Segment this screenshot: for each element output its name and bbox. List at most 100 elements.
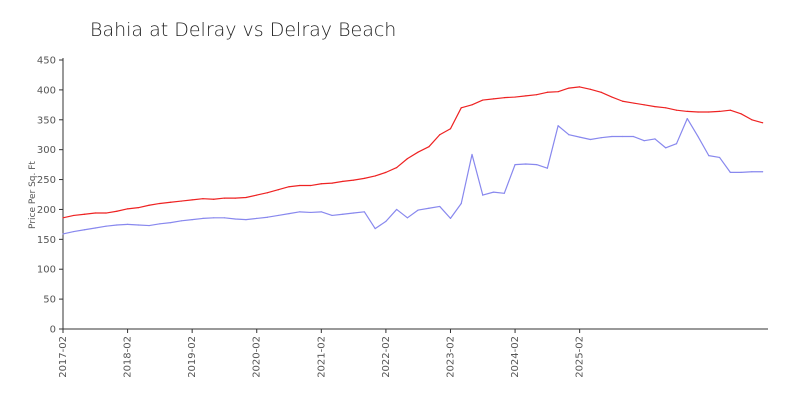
series-layer	[62, 86, 764, 235]
data-point	[83, 229, 86, 231]
data-point	[73, 230, 75, 233]
data-point	[180, 220, 182, 222]
data-point	[62, 233, 64, 235]
data-point	[654, 106, 656, 108]
data-point	[256, 217, 258, 220]
data-point	[579, 136, 581, 138]
x-tick-label: 2019-02	[187, 336, 198, 378]
data-point	[62, 217, 64, 219]
data-point	[439, 205, 441, 208]
data-point	[213, 217, 215, 219]
data-point	[471, 104, 473, 106]
x-tick-label: 2024-02	[510, 336, 521, 378]
y-tick-label: 300	[37, 145, 56, 156]
data-point	[471, 153, 473, 156]
data-point	[331, 214, 333, 217]
data-point	[492, 191, 495, 193]
data-point	[525, 95, 527, 97]
data-point	[170, 222, 172, 224]
data-point	[600, 91, 602, 93]
data-point	[675, 109, 678, 111]
data-point	[740, 171, 742, 173]
data-point	[697, 135, 699, 138]
data-point	[116, 210, 118, 212]
data-point	[256, 194, 258, 196]
data-point	[492, 98, 495, 100]
data-point	[686, 110, 688, 113]
data-point	[266, 216, 269, 218]
data-point	[406, 217, 409, 219]
data-point	[449, 128, 452, 130]
data-point	[482, 99, 484, 101]
data-point	[503, 97, 505, 99]
data-point	[266, 192, 269, 194]
data-point	[202, 198, 204, 200]
x-tick-label: 2023-02	[445, 336, 456, 378]
y-tick-label: 0	[50, 325, 56, 336]
data-point	[600, 137, 602, 139]
data-point	[708, 111, 710, 113]
data-point	[622, 100, 624, 102]
y-tick-label: 100	[37, 265, 56, 276]
data-point	[751, 171, 753, 173]
data-point	[223, 217, 226, 219]
data-point	[385, 171, 387, 173]
data-point	[708, 155, 710, 157]
data-point	[762, 171, 764, 173]
data-point	[589, 138, 592, 141]
data-point	[460, 202, 462, 205]
data-point	[686, 117, 688, 120]
data-point	[277, 214, 279, 217]
data-point	[288, 186, 290, 188]
data-point	[439, 134, 441, 136]
data-point	[353, 212, 355, 214]
data-point	[137, 224, 139, 226]
data-point	[449, 217, 452, 220]
data-point	[245, 196, 247, 199]
series-line	[62, 86, 763, 219]
data-point	[374, 175, 376, 177]
data-point	[611, 96, 613, 98]
data-point	[94, 227, 96, 229]
data-point	[342, 180, 344, 182]
data-point	[740, 113, 742, 115]
data-point	[632, 135, 635, 138]
data-point	[751, 119, 753, 121]
data-point	[299, 184, 301, 187]
y-tick-label: 200	[37, 205, 56, 216]
data-point	[568, 134, 570, 136]
data-point	[697, 111, 699, 113]
data-point	[342, 213, 344, 215]
data-point	[665, 147, 667, 149]
data-point	[675, 143, 678, 145]
data-point	[762, 122, 764, 124]
data-point	[514, 96, 516, 98]
data-point	[148, 204, 150, 206]
data-point	[223, 197, 226, 199]
data-point	[191, 219, 193, 221]
data-point	[406, 158, 409, 160]
y-axis: 0 50 100 150 200 250 300 350 400 450	[37, 56, 64, 336]
x-tick-label: 2020-02	[252, 336, 263, 378]
data-point	[718, 156, 721, 159]
data-point	[234, 218, 236, 220]
data-point	[535, 94, 538, 96]
data-point	[363, 177, 365, 179]
data-point	[557, 91, 559, 93]
data-point	[396, 167, 398, 169]
y-tick-label: 50	[43, 295, 56, 306]
data-point	[568, 87, 570, 89]
data-point	[535, 164, 538, 166]
y-tick-label: 400	[37, 85, 56, 96]
data-point	[180, 200, 182, 202]
y-axis-label: Price Per Sq. Ft	[28, 161, 38, 229]
series-1	[62, 117, 764, 235]
y-tick-label: 450	[37, 56, 56, 67]
data-point	[234, 197, 236, 199]
data-point	[288, 213, 290, 215]
data-point	[105, 212, 107, 214]
data-point	[729, 171, 731, 173]
data-point	[525, 163, 527, 165]
data-point	[396, 208, 398, 211]
